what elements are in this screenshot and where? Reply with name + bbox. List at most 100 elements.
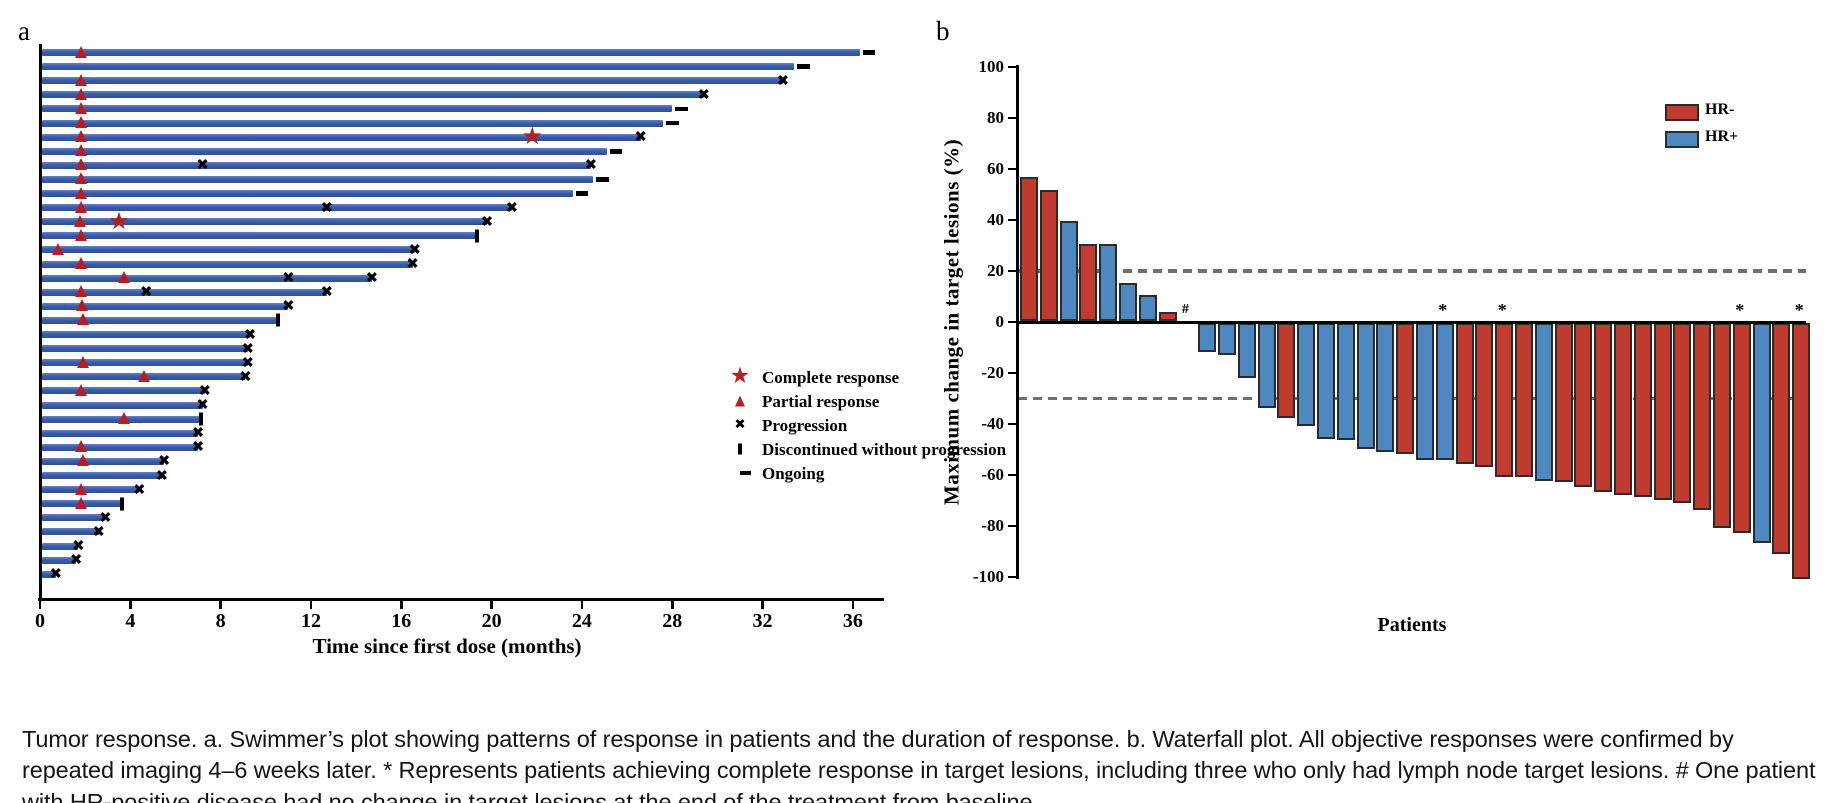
waterfall-bar bbox=[1376, 323, 1395, 452]
waterfall-bar bbox=[1752, 323, 1771, 544]
waterfall-bar bbox=[1158, 312, 1177, 321]
swimmer-patient-bar bbox=[42, 429, 199, 437]
swimmer-x-tick-label: 8 bbox=[215, 610, 226, 632]
waterfall-bar bbox=[1059, 220, 1078, 321]
swimmer-x-tick bbox=[219, 601, 222, 609]
waterfall-bar bbox=[1515, 323, 1533, 477]
swimmer-x-tick-label: 28 bbox=[662, 610, 683, 632]
swimmer-patient-bar bbox=[42, 302, 289, 310]
waterfall-x-axis-title: Patients bbox=[1377, 614, 1447, 636]
waterfall-y-tick-label: 0 bbox=[995, 312, 1005, 331]
swimmer-legend-label: Partial response bbox=[762, 392, 880, 411]
waterfall-bar bbox=[1119, 283, 1137, 321]
partial-response-triangle-icon bbox=[74, 228, 87, 241]
swimmer-x-tick bbox=[400, 601, 403, 609]
swimmer-x-tick bbox=[309, 601, 313, 609]
partial-response-triangle-icon bbox=[74, 144, 87, 157]
progression-x-icon: ✖ bbox=[243, 325, 257, 343]
partial-response-triangle-icon bbox=[76, 313, 89, 326]
progression-x-icon: ✖ bbox=[72, 536, 85, 555]
waterfall-legend-label: HR- bbox=[1705, 101, 1735, 118]
progression-x-icon: ✖ bbox=[191, 437, 205, 456]
partial-response-triangle-icon bbox=[74, 257, 87, 269]
waterfall-legend-label: HR+ bbox=[1705, 128, 1739, 145]
waterfall-bar bbox=[1673, 323, 1692, 503]
swimmer-x-tick bbox=[490, 601, 493, 609]
progression-x-icon: ✖ bbox=[196, 155, 209, 174]
waterfall-y-tick-label: -20 bbox=[981, 363, 1004, 382]
progression-x-icon: ✖ bbox=[320, 282, 334, 301]
partial-response-triangle-icon bbox=[74, 130, 87, 143]
waterfall-bar bbox=[1455, 323, 1474, 465]
partial-response-triangle-icon bbox=[74, 285, 87, 298]
progression-x-icon: ✖ bbox=[139, 282, 153, 301]
ongoing-dash-icon bbox=[740, 470, 752, 476]
partial-response-triangle-icon bbox=[74, 116, 87, 128]
waterfall-bar bbox=[1237, 323, 1256, 378]
swimmer-y-axis bbox=[39, 44, 42, 601]
swimmer-patient-bar bbox=[42, 260, 413, 268]
swimmer-x-tick-label: 16 bbox=[391, 610, 412, 632]
progression-x-icon: ✖ bbox=[133, 480, 146, 499]
waterfall-bar bbox=[1594, 323, 1613, 493]
swimmer-x-tick-label: 20 bbox=[481, 610, 502, 632]
swimmer-x-tick bbox=[761, 601, 764, 609]
progression-x-icon: ✖ bbox=[157, 451, 171, 470]
waterfall-bar bbox=[1297, 323, 1316, 426]
progression-x-icon: ✖ bbox=[191, 423, 205, 442]
progression-x-icon: ✖ bbox=[505, 198, 519, 217]
progression-x-icon: ✖ bbox=[92, 522, 105, 541]
swimmer-patient-bar bbox=[42, 274, 372, 282]
swimmer-legend-label: Progression bbox=[762, 416, 848, 435]
partial-response-triangle-icon bbox=[74, 496, 87, 509]
progression-x-icon: ✖ bbox=[282, 268, 295, 287]
waterfall-y-tick-label: 40 bbox=[987, 210, 1004, 229]
waterfall-y-tick bbox=[1008, 320, 1016, 324]
partial-response-triangle-icon bbox=[74, 440, 87, 453]
waterfall-annotation-asterisk: * bbox=[1735, 300, 1745, 320]
waterfall-annotation-asterisk: * bbox=[1438, 300, 1448, 320]
waterfall-bar bbox=[1554, 323, 1573, 483]
swimmer-x-axis bbox=[38, 598, 884, 601]
waterfall-y-tick bbox=[1008, 575, 1016, 579]
swimmer-patient-bar bbox=[42, 486, 140, 494]
waterfall-y-tick bbox=[1008, 218, 1016, 222]
waterfall-bar bbox=[1633, 323, 1652, 498]
waterfall-y-tick bbox=[1008, 167, 1016, 171]
waterfall-bar bbox=[1614, 323, 1632, 495]
waterfall-bar bbox=[1772, 323, 1791, 554]
partial-response-triangle-icon bbox=[74, 186, 87, 199]
swimmer-patient-bar bbox=[42, 331, 250, 338]
waterfall-bar bbox=[1218, 323, 1236, 355]
waterfall-y-tick-label: -100 bbox=[972, 567, 1004, 586]
partial-response-triangle-icon bbox=[76, 454, 89, 467]
partial-response-triangle-icon bbox=[735, 395, 745, 407]
swimmer-x-tick-label: 24 bbox=[571, 610, 592, 632]
complete-response-star-icon: ★ bbox=[521, 122, 543, 151]
swimmer-patient-bar bbox=[42, 359, 248, 367]
discontinued-bar-icon bbox=[199, 412, 204, 426]
partial-response-triangle-icon bbox=[74, 200, 87, 213]
swimmer-x-tick bbox=[671, 601, 674, 609]
waterfall-y-tick bbox=[1008, 269, 1016, 273]
swimmer-patient-bar bbox=[42, 161, 591, 169]
partial-response-triangle-icon bbox=[117, 271, 130, 284]
swimmer-x-tick-label: 4 bbox=[125, 610, 136, 632]
progression-x-icon: ✖ bbox=[282, 296, 295, 315]
waterfall-bar bbox=[1475, 323, 1494, 467]
swimmer-patient-bar bbox=[42, 133, 641, 141]
discontinued-bar-icon bbox=[276, 313, 281, 327]
waterfall-y-tick-label: -40 bbox=[981, 414, 1004, 433]
waterfall-y-tick-label: 100 bbox=[978, 57, 1005, 76]
waterfall-bar bbox=[1257, 323, 1276, 409]
swimmer-x-tick bbox=[129, 601, 132, 609]
waterfall-bar bbox=[1416, 323, 1434, 461]
waterfall-bar bbox=[1317, 323, 1335, 439]
progression-x-icon: ✖ bbox=[584, 155, 598, 174]
progression-x-icon: ✖ bbox=[196, 395, 209, 414]
partial-response-triangle-icon bbox=[74, 482, 87, 495]
swimmer-x-tick bbox=[38, 601, 42, 609]
partial-response-triangle-icon bbox=[74, 101, 87, 114]
ongoing-dash-icon bbox=[596, 177, 609, 182]
progression-x-icon: ✖ bbox=[155, 466, 169, 484]
